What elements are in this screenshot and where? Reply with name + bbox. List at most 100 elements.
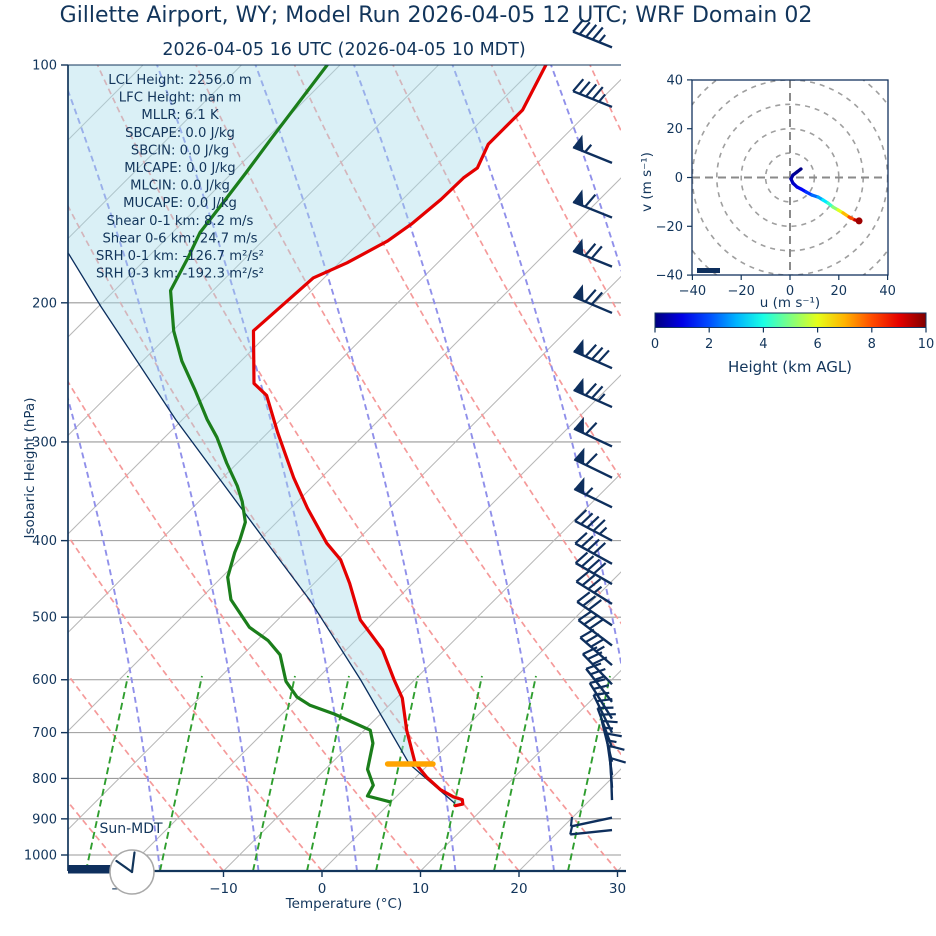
y-tick-label: 400 (32, 534, 57, 549)
y-tick-label: 700 (32, 726, 57, 741)
colorbar-label: Height (km AGL) (728, 358, 852, 376)
barb-full-tick (585, 633, 600, 644)
moist-adiabat-line (156, 65, 358, 871)
barb-half-tick (584, 144, 593, 153)
barb-full-tick (608, 744, 625, 751)
x-tick-label: 0 (318, 881, 327, 897)
y-tick-label: 100 (32, 59, 57, 74)
isotherm-line (68, 177, 621, 732)
barb-staff (577, 619, 613, 647)
hodo-x-tick-label: 40 (879, 284, 896, 299)
parcel-trace-line (68, 252, 456, 804)
x-tick-label: 20 (510, 881, 527, 897)
wind-barb (581, 646, 613, 686)
moist-adiabat-line (254, 65, 457, 871)
barb-full-tick (574, 531, 588, 545)
hodo-y-tick-label: −40 (656, 269, 683, 284)
isotherm-line (321, 571, 621, 871)
barb-half-tick (585, 487, 594, 496)
barb-staff (575, 580, 613, 605)
stats-line: SRH 0-3 km: -192.3 m²/s² (96, 267, 264, 282)
stats-line: MLCAPE: 0.0 J/kg (124, 161, 235, 176)
sun-below-horizon-bar (68, 865, 150, 874)
hodo-y-tick-label: 20 (666, 122, 683, 137)
colorbar-tick-label: 6 (813, 337, 821, 352)
barb-full-tick (591, 86, 604, 100)
wind-barb (574, 509, 613, 542)
clock-icon (109, 849, 155, 895)
barb-full-tick (597, 349, 610, 363)
wind-barb (575, 570, 613, 605)
barb-staff (570, 816, 613, 828)
barb-full-tick (583, 614, 598, 626)
wind-barb (573, 377, 613, 409)
skewt-grid (68, 65, 936, 871)
barb-full-tick (585, 24, 598, 38)
barb-half-tick (606, 739, 617, 744)
mixing-ratio-line (306, 675, 350, 871)
y-tick-label: 300 (32, 435, 57, 450)
barb-flag (573, 238, 584, 256)
barb-full-tick (590, 245, 603, 260)
y-tick-label: 500 (32, 611, 57, 626)
colorbar-tick-label: 8 (868, 337, 876, 352)
y-tick-label: 900 (32, 812, 57, 827)
barb-full-tick (572, 78, 585, 92)
stats-block: LCL Height: 2256.0 m LFC Height: nan m MLL… (96, 73, 264, 282)
barb-full-tick (584, 193, 597, 208)
barb-full-tick (593, 684, 610, 691)
dry-adiabat-line (886, 65, 936, 871)
wind-barb (573, 339, 613, 370)
barb-full-tick (582, 646, 598, 656)
dry-adiabat-line (293, 65, 621, 625)
isotherm-line (68, 78, 621, 634)
stats-line: Shear 0-6 km: 24.7 m/s (102, 231, 257, 246)
barb-full-tick (580, 512, 594, 525)
wind-barb (572, 18, 613, 49)
barb-full-tick (590, 291, 604, 306)
x-axis-label: Temperature (°C) (285, 896, 403, 912)
colorbar: 0 2 4 6 8 10 (651, 312, 934, 352)
dry-adiabat-line (68, 204, 520, 871)
barb-full-tick (580, 535, 594, 548)
barb-full-tick (574, 551, 589, 564)
wind-barb (569, 816, 613, 828)
hodo-y-tick-label: 40 (666, 73, 683, 88)
barb-half-tick (597, 393, 606, 402)
hodo-x-tick-label: −40 (679, 284, 706, 299)
y-tick-label: 200 (32, 296, 57, 311)
barb-full-tick (587, 578, 602, 590)
barb-full-tick (572, 18, 585, 33)
isotherm-line (223, 472, 621, 871)
barb-flag (573, 377, 584, 395)
stats-line: LFC Height: nan m (119, 91, 241, 106)
barb-full-tick (610, 757, 627, 764)
moist-adiabat-line (68, 395, 161, 871)
barb-half-tick (603, 726, 614, 730)
barb-full-tick (584, 289, 597, 303)
stats-line: MUCAPE: 0.0 J/kg (123, 196, 237, 211)
stats-line: LCL Height: 2256.0 m (108, 73, 252, 88)
hodograph-trace (789, 167, 863, 225)
isotherm-line (68, 65, 341, 338)
barb-full-tick (587, 558, 601, 571)
x-tick-label: 10 (412, 881, 429, 897)
barb-flag (573, 189, 584, 206)
hodo-y-tick-label: −20 (656, 220, 683, 235)
wind-barb (576, 591, 613, 627)
isotherm-line (68, 65, 242, 240)
wind-barb (572, 134, 613, 164)
barb-staff (609, 758, 614, 801)
barb-full-tick (585, 452, 598, 466)
barb-full-tick (605, 732, 622, 738)
barb-staff (570, 828, 613, 836)
barb-flag (573, 134, 584, 152)
barb-full-tick (592, 542, 607, 555)
dry-adiabat-line (68, 380, 422, 871)
y-tick-label: 600 (32, 673, 57, 688)
barb-staff (573, 458, 613, 479)
barb-full-tick (591, 385, 604, 399)
barb-full-tick (574, 509, 588, 522)
clock-hour-hand (115, 859, 134, 874)
